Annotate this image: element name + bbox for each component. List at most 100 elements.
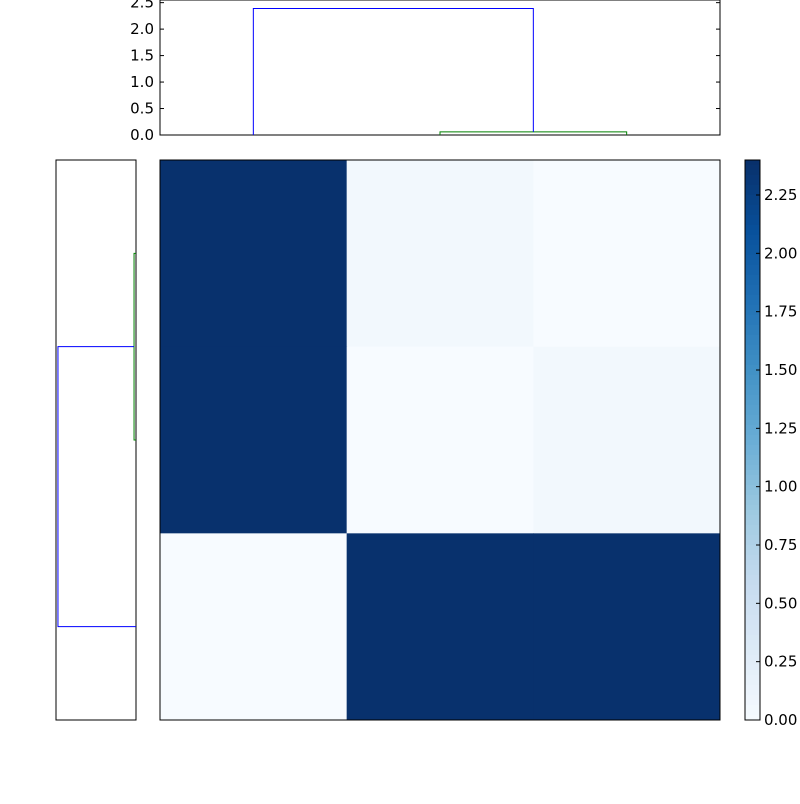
colorbar-segment [745, 375, 760, 381]
top-dendrogram-frame [159, 0, 721, 136]
heatmap-cell [160, 346, 348, 534]
colorbar-segment [745, 645, 760, 651]
colorbar-segment [745, 465, 760, 471]
colorbar-segment [745, 205, 760, 211]
colorbar-segment [745, 390, 760, 396]
colorbar-segment [745, 325, 760, 331]
colorbar-segment [745, 315, 760, 321]
colorbar-tick-label: 1.25 [764, 419, 797, 437]
colorbar-segment [745, 365, 760, 371]
colorbar-segment [745, 530, 760, 536]
colorbar-segment [745, 625, 760, 631]
colorbar-segment [745, 585, 760, 591]
colorbar-segment [745, 450, 760, 456]
y-tick-label: 0.0 [130, 126, 154, 144]
colorbar-tick-label: 1.75 [764, 303, 797, 321]
colorbar-segment [745, 320, 760, 326]
colorbar-segment [745, 505, 760, 511]
colorbar-segment [745, 520, 760, 526]
colorbar-segment [745, 270, 760, 276]
colorbar-segment [745, 580, 760, 586]
colorbar-segment [745, 360, 760, 366]
colorbar-segment [745, 535, 760, 541]
colorbar-tick-label: 0.25 [764, 653, 797, 671]
colorbar-segment [745, 210, 760, 216]
colorbar-tick-label: 1.00 [764, 478, 797, 496]
heatmap-cell [533, 160, 721, 348]
heatmap-cell [160, 533, 348, 721]
y-tick-label: 0.5 [130, 100, 154, 118]
colorbar-segment [745, 305, 760, 311]
colorbar-segment [745, 490, 760, 496]
colorbar-tick-label: 2.00 [764, 244, 797, 262]
colorbar [745, 160, 760, 721]
colorbar-segment [745, 590, 760, 596]
colorbar-segment [745, 195, 760, 201]
heatmap-cell [346, 346, 534, 534]
colorbar-segment [745, 260, 760, 266]
colorbar-segment [745, 515, 760, 521]
colorbar-segment [745, 200, 760, 206]
colorbar-segment [745, 190, 760, 196]
colorbar-segment [745, 715, 760, 721]
colorbar-segment [745, 355, 760, 361]
colorbar-segment [745, 170, 760, 176]
colorbar-segment [745, 160, 760, 166]
colorbar-segment [745, 430, 760, 436]
colorbar-segment [745, 440, 760, 446]
colorbar-segment [745, 295, 760, 301]
colorbar-segment [745, 445, 760, 451]
y-tick-label: 1.5 [130, 47, 154, 65]
colorbar-segment [745, 650, 760, 656]
colorbar-segment [745, 660, 760, 666]
colorbar-segment [745, 165, 760, 171]
colorbar-segment [745, 670, 760, 676]
colorbar-tick-label: 0.00 [764, 711, 797, 729]
colorbar-segment [745, 525, 760, 531]
y-tick-label: 2.5 [130, 0, 154, 12]
colorbar-segment [745, 380, 760, 386]
colorbar-segment [745, 550, 760, 556]
y-tick-label: 2.0 [130, 20, 154, 38]
colorbar-segment [745, 345, 760, 351]
colorbar-segment [745, 710, 760, 716]
heatmap-cell [533, 533, 721, 721]
colorbar-segment [745, 595, 760, 601]
colorbar-segment [745, 665, 760, 671]
colorbar-segment [745, 395, 760, 401]
colorbar-segment [745, 240, 760, 246]
colorbar-segment [745, 560, 760, 566]
colorbar-segment [745, 695, 760, 701]
colorbar-segment [745, 565, 760, 571]
colorbar-segment [745, 405, 760, 411]
top-dendrogram-link [252, 7, 534, 135]
colorbar-segment [745, 285, 760, 291]
colorbar-segment [745, 300, 760, 306]
colorbar-segment [745, 620, 760, 626]
colorbar-segment [745, 495, 760, 501]
colorbar-segment [745, 340, 760, 346]
colorbar-tick-label: 0.75 [764, 536, 797, 554]
colorbar-segment [745, 425, 760, 431]
colorbar-segment [745, 250, 760, 256]
colorbar-segment [745, 215, 760, 221]
colorbar-segment [745, 280, 760, 286]
colorbar-segment [745, 555, 760, 561]
y-tick-label: 1.0 [130, 73, 154, 91]
colorbar-segment [745, 615, 760, 621]
colorbar-segment [745, 180, 760, 186]
colorbar-segment [745, 545, 760, 551]
colorbar-segment [745, 655, 760, 661]
colorbar-segment [745, 235, 760, 241]
heatmap-cell [346, 533, 534, 721]
colorbar-segment [745, 385, 760, 391]
colorbar-segment [745, 460, 760, 466]
colorbar-segment [745, 255, 760, 261]
colorbar-segment [745, 700, 760, 706]
colorbar-frame [744, 159, 761, 721]
colorbar-segment [745, 455, 760, 461]
colorbar-segment [745, 675, 760, 681]
colorbar-segment [745, 350, 760, 356]
colorbar-segment [745, 605, 760, 611]
